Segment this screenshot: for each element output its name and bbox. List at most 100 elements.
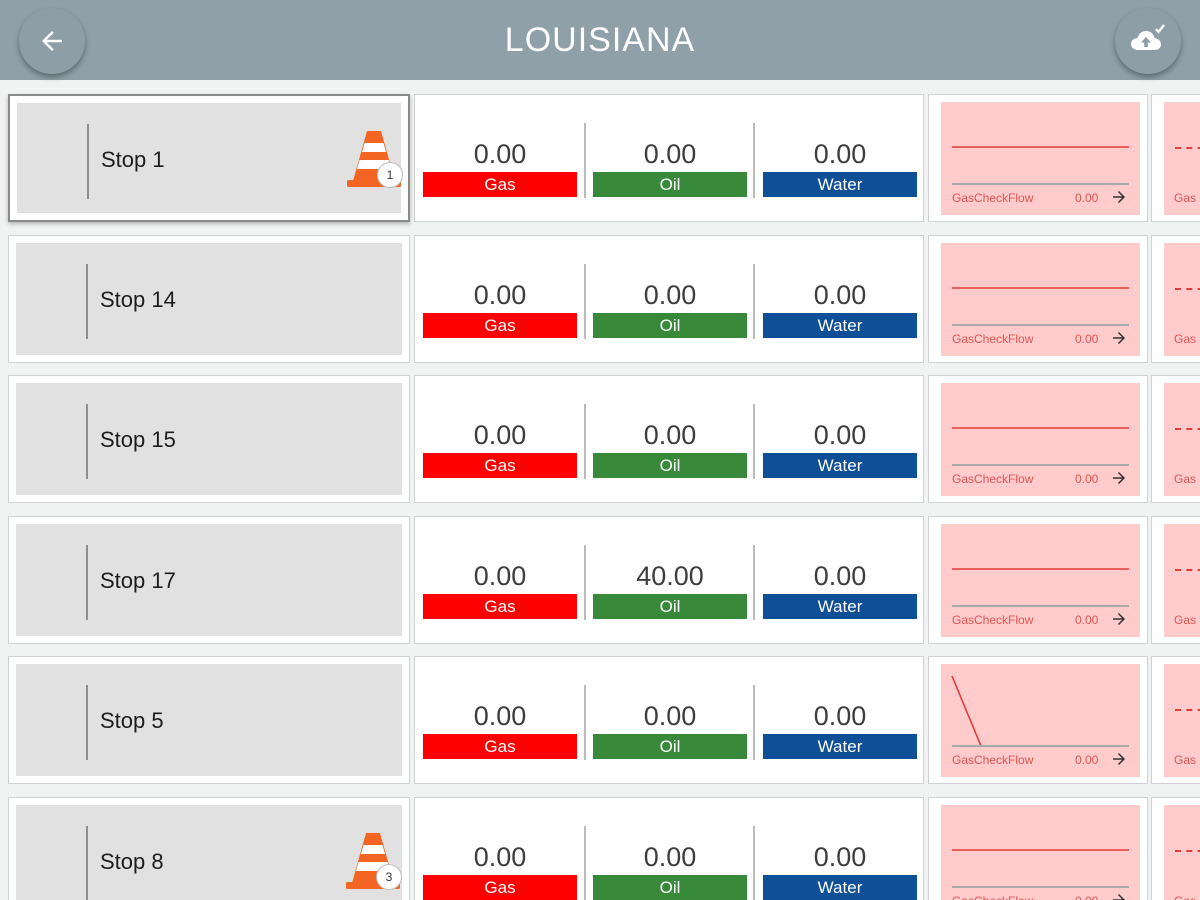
gas-check-flow-chart: GasCheckFlow 0.00 bbox=[941, 383, 1140, 496]
chart-value: 0.00 bbox=[1075, 894, 1098, 900]
stop-row[interactable]: Stop 1 1 0.00 Gas 0.00 Oil bbox=[0, 80, 1200, 222]
chart-label: GasCheckFlow bbox=[952, 894, 1033, 900]
next-chart-card[interactable]: Gas bbox=[1151, 797, 1200, 900]
gas-label: Gas bbox=[423, 734, 577, 759]
gas-check-flow-card[interactable]: GasCheckFlow 0.00 bbox=[928, 797, 1148, 900]
stop-name: Stop 15 bbox=[100, 427, 176, 452]
gas-check-flow-card[interactable]: GasCheckFlow 0.00 bbox=[928, 94, 1148, 222]
stop-card-inner: Stop 15 bbox=[16, 383, 402, 495]
water-label: Water bbox=[763, 594, 917, 619]
arrow-right-icon[interactable] bbox=[1110, 188, 1128, 206]
arrow-right-icon[interactable] bbox=[1110, 469, 1128, 487]
arrow-right-icon[interactable] bbox=[1110, 610, 1128, 628]
next-chart-label: Gas bbox=[1174, 472, 1197, 486]
water-column: 0.00 Water bbox=[755, 657, 925, 783]
next-chart-line bbox=[1175, 147, 1200, 149]
water-label: Water bbox=[763, 734, 917, 759]
stop-card[interactable]: Stop 14 bbox=[8, 235, 410, 363]
page-title: LOUISIANA bbox=[504, 21, 696, 59]
back-button[interactable] bbox=[19, 8, 85, 74]
column-divider bbox=[584, 826, 586, 900]
chart-value: 0.00 bbox=[1075, 613, 1099, 627]
chart-value: 0.00 bbox=[1075, 472, 1099, 486]
stop-row[interactable]: Stop 5 0.00 Gas 0.00 Oil 0.00 Water bbox=[0, 642, 1200, 784]
arrow-right-icon[interactable] bbox=[1110, 750, 1128, 768]
column-divider bbox=[753, 264, 755, 339]
column-divider bbox=[584, 685, 586, 760]
gas-check-flow-card[interactable]: GasCheckFlow 0.00 bbox=[928, 656, 1148, 784]
stop-card-inner: Stop 17 bbox=[16, 524, 402, 636]
next-chart: Gas bbox=[1164, 243, 1200, 356]
oil-column: 0.00 Oil bbox=[585, 236, 755, 362]
next-chart-label: Gas bbox=[1174, 613, 1197, 627]
stop-row[interactable]: Stop 15 0.00 Gas 0.00 Oil 0.00 Water bbox=[0, 361, 1200, 503]
stop-divider bbox=[86, 264, 88, 339]
stop-card[interactable]: Stop 17 bbox=[8, 516, 410, 644]
column-divider bbox=[584, 404, 586, 479]
chart-label: GasCheckFlow bbox=[952, 753, 1034, 767]
oil-column: 0.00 Oil bbox=[585, 95, 755, 221]
next-chart-label: Gas bbox=[1174, 191, 1197, 205]
next-chart: Gas bbox=[1164, 383, 1200, 496]
water-column: 0.00 Water bbox=[755, 798, 925, 900]
water-value: 0.00 bbox=[813, 701, 867, 731]
oil-label: Oil bbox=[593, 172, 747, 197]
stop-card-inner: Stop 14 bbox=[16, 243, 402, 355]
next-chart-card[interactable]: Gas bbox=[1151, 375, 1200, 503]
arrow-right-icon[interactable] bbox=[1110, 891, 1128, 900]
production-values-card[interactable]: 0.00 Gas 0.00 Oil 0.00 Water bbox=[414, 94, 924, 222]
trend-sparkline bbox=[952, 568, 1129, 607]
chart-value: 0.00 bbox=[1075, 332, 1099, 346]
stop-divider bbox=[86, 685, 88, 760]
water-label: Water bbox=[763, 453, 917, 478]
stop-row[interactable]: Stop 8 3 0.00 Gas 0.00 Oil bbox=[0, 783, 1200, 900]
stop-row[interactable]: Stop 14 0.00 Gas 0.00 Oil 0.00 Water bbox=[0, 221, 1200, 363]
gas-check-flow-chart: GasCheckFlow 0.00 bbox=[941, 805, 1140, 900]
stop-card-inner: Stop 5 bbox=[16, 664, 402, 776]
oil-value: 40.00 bbox=[636, 561, 704, 591]
oil-label: Oil bbox=[593, 734, 747, 759]
stop-card[interactable]: Stop 8 3 bbox=[8, 797, 410, 900]
gas-check-flow-card[interactable]: GasCheckFlow 0.00 bbox=[928, 235, 1148, 363]
stop-row[interactable]: Stop 17 0.00 Gas 40.00 Oil 0.00 Water bbox=[0, 502, 1200, 644]
chart-label: GasCheckFlow bbox=[952, 613, 1034, 627]
stops-list[interactable]: Stop 1 1 0.00 Gas 0.00 Oil bbox=[0, 80, 1200, 900]
water-label: Water bbox=[763, 875, 917, 900]
stop-card[interactable]: Stop 1 1 bbox=[8, 94, 410, 222]
gas-value: 0.00 bbox=[473, 139, 527, 169]
oil-column: 40.00 Oil bbox=[585, 517, 755, 643]
chart-label: GasCheckFlow bbox=[952, 191, 1034, 205]
production-values-card[interactable]: 0.00 Gas 0.00 Oil 0.00 Water bbox=[414, 656, 924, 784]
production-values-card[interactable]: 0.00 Gas 0.00 Oil 0.00 Water bbox=[414, 235, 924, 363]
arrow-right-icon[interactable] bbox=[1110, 329, 1128, 347]
production-values-card[interactable]: 0.00 Gas 40.00 Oil 0.00 Water bbox=[414, 516, 924, 644]
next-chart-label: Gas bbox=[1174, 894, 1196, 900]
gas-value: 0.00 bbox=[473, 420, 527, 450]
next-chart-card[interactable]: Gas bbox=[1151, 235, 1200, 363]
next-chart-line bbox=[1175, 709, 1200, 711]
gas-column: 0.00 Gas bbox=[415, 236, 585, 362]
sync-button[interactable] bbox=[1115, 8, 1181, 74]
gas-value: 0.00 bbox=[473, 280, 527, 310]
next-chart-card[interactable]: Gas bbox=[1151, 94, 1200, 222]
stop-name: Stop 1 bbox=[101, 147, 165, 172]
gas-check-flow-card[interactable]: GasCheckFlow 0.00 bbox=[928, 375, 1148, 503]
production-values-card[interactable]: 0.00 Gas 0.00 Oil 0.00 Water bbox=[414, 375, 924, 503]
gas-label: Gas bbox=[423, 172, 577, 197]
next-chart-card[interactable]: Gas bbox=[1151, 656, 1200, 784]
next-chart-card[interactable]: Gas bbox=[1151, 516, 1200, 644]
stop-card[interactable]: Stop 15 bbox=[8, 375, 410, 503]
water-value: 0.00 bbox=[813, 139, 867, 169]
production-values-card[interactable]: 0.00 Gas 0.00 Oil 0.00 Water bbox=[414, 797, 924, 900]
oil-label: Oil bbox=[593, 453, 747, 478]
oil-column: 0.00 Oil bbox=[585, 376, 755, 502]
trend-sparkline bbox=[951, 675, 1129, 747]
stop-card[interactable]: Stop 5 bbox=[8, 656, 410, 784]
stop-divider bbox=[86, 826, 88, 900]
stop-name: Stop 17 bbox=[100, 568, 176, 593]
water-value: 0.00 bbox=[813, 842, 867, 872]
water-value: 0.00 bbox=[813, 561, 867, 591]
stop-name: Stop 8 bbox=[100, 849, 164, 874]
stop-card-inner: Stop 8 bbox=[16, 805, 402, 900]
gas-check-flow-card[interactable]: GasCheckFlow 0.00 bbox=[928, 516, 1148, 644]
